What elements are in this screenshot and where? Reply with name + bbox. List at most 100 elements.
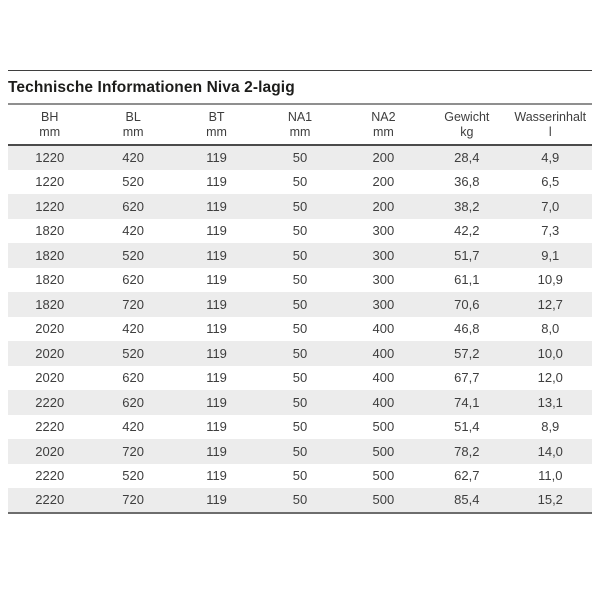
table-row: 2220 720 119 50 500 85,4 15,2	[8, 488, 592, 513]
table-cell: 300	[372, 272, 395, 288]
table-row: 2020 620 119 50 400 67,7 12,0	[8, 366, 592, 391]
table-cell: 62,7	[454, 468, 480, 484]
table-cell: 1820	[35, 296, 65, 312]
table-row: 2020 520 119 50 400 57,2 10,0	[8, 341, 592, 366]
table-cell: 400	[372, 394, 395, 410]
table-cell: 2020	[35, 321, 65, 337]
table-cell: 420	[122, 321, 144, 337]
column-header: Wasserinhalt l	[509, 104, 592, 145]
table-cell: 300	[372, 296, 395, 312]
column-label: Wasserinhalt	[514, 110, 587, 124]
table-row: 2220 420 119 50 500 51,4 8,9	[8, 415, 592, 440]
table-cell: 119	[206, 394, 227, 410]
column-header: BL mm	[91, 104, 174, 145]
table-cell: 50	[292, 272, 308, 288]
table-cell: 78,2	[454, 443, 480, 459]
table-cell: 1820	[35, 223, 65, 239]
table-cell: 520	[122, 345, 144, 361]
table-cell: 50	[292, 247, 308, 263]
table-cell: 2020	[35, 370, 65, 386]
table-cell: 200	[372, 198, 395, 214]
table-cell: 400	[372, 345, 395, 361]
column-unit: mm	[206, 125, 227, 139]
table-cell: 200	[372, 174, 395, 190]
table-cell: 57,2	[454, 345, 480, 361]
table-cell: 50	[292, 345, 308, 361]
table-cell: 119	[206, 223, 227, 239]
table-row: 1820 620 119 50 300 61,1 10,9	[8, 268, 592, 293]
table-cell: 119	[206, 174, 227, 190]
column-label: NA2	[371, 110, 396, 124]
table-cell: 420	[122, 419, 144, 435]
table-cell: 2220	[35, 394, 65, 410]
table-cell: 1820	[35, 272, 65, 288]
table-cell: 14,0	[537, 443, 563, 459]
table-cell: 50	[292, 321, 308, 337]
table-cell: 7,0	[541, 198, 560, 214]
table-cell: 50	[292, 150, 308, 166]
table-cell: 500	[372, 468, 395, 484]
table-cell: 9,1	[541, 247, 560, 263]
table-cell: 10,0	[537, 345, 563, 361]
table-cell: 500	[372, 419, 395, 435]
table-row: 2220 520 119 50 500 62,7 11,0	[8, 464, 592, 489]
table-cell: 38,2	[454, 198, 480, 214]
table-cell: 300	[372, 223, 395, 239]
column-unit: mm	[372, 125, 394, 139]
spec-table-section: Technische Informationen Niva 2-lagig BH…	[8, 70, 592, 514]
table-cell: 200	[372, 150, 395, 166]
table-cell: 400	[372, 370, 395, 386]
table-cell: 70,6	[454, 296, 480, 312]
table-cell: 420	[122, 150, 144, 166]
column-header: NA1 mm	[258, 104, 341, 145]
table-cell: 119	[206, 419, 227, 435]
column-unit: mm	[122, 125, 144, 139]
table-cell: 11,0	[538, 468, 563, 484]
table-row: 1220 420 119 50 200 28,4 4,9	[8, 145, 592, 170]
table-cell: 300	[372, 247, 395, 263]
table-cell: 28,4	[454, 150, 480, 166]
page-title: Technische Informationen Niva 2-lagig	[8, 79, 295, 96]
table-cell: 50	[292, 370, 308, 386]
technical-data-table: BH mm BL mm BT mm NA1 mm NA2 mm Gewicht kg Wasserinh…	[8, 103, 592, 514]
table-cell: 50	[292, 174, 308, 190]
table-cell: 119	[206, 247, 227, 263]
table-cell: 620	[122, 272, 144, 288]
table-cell: 51,7	[454, 247, 480, 263]
table-cell: 620	[122, 198, 144, 214]
column-label: NA1	[287, 110, 313, 124]
column-label: BH	[41, 110, 59, 124]
column-label: BL	[125, 110, 141, 124]
table-cell: 12,7	[537, 296, 563, 312]
column-unit: mm	[289, 125, 311, 139]
table-header: BH mm BL mm BT mm NA1 mm NA2 mm Gewicht kg Wasserinh…	[8, 104, 592, 145]
table-cell: 420	[122, 223, 144, 239]
table-cell: 4,9	[541, 150, 560, 166]
table-cell: 50	[292, 223, 308, 239]
table-row: 2220 620 119 50 400 74,1 13,1	[8, 390, 592, 415]
table-cell: 2220	[35, 492, 65, 508]
table-cell: 2020	[35, 443, 65, 459]
table-cell: 520	[122, 247, 144, 263]
table-cell: 50	[292, 468, 308, 484]
table-cell: 720	[122, 296, 144, 312]
table-cell: 720	[122, 443, 144, 459]
table-cell: 46,8	[454, 321, 480, 337]
table-header-row: BH mm BL mm BT mm NA1 mm NA2 mm Gewicht kg Wasserinh…	[8, 104, 592, 145]
table-row: 1220 620 119 50 200 38,2 7,0	[8, 194, 592, 219]
table-cell: 119	[206, 443, 227, 459]
column-header: NA2 mm	[342, 104, 425, 145]
table-row: 2020 420 119 50 400 46,8 8,0	[8, 317, 592, 342]
table-cell: 1820	[35, 247, 65, 263]
table-cell: 400	[372, 321, 395, 337]
table-cell: 119	[206, 272, 227, 288]
table-cell: 15,2	[537, 492, 563, 508]
table-cell: 119	[206, 370, 227, 386]
table-cell: 6,5	[541, 174, 560, 190]
table-cell: 119	[206, 345, 227, 361]
table-cell: 42,2	[454, 223, 480, 239]
table-cell: 67,7	[454, 370, 480, 386]
table-cell: 85,4	[454, 492, 480, 508]
table-cell: 1220	[35, 150, 65, 166]
